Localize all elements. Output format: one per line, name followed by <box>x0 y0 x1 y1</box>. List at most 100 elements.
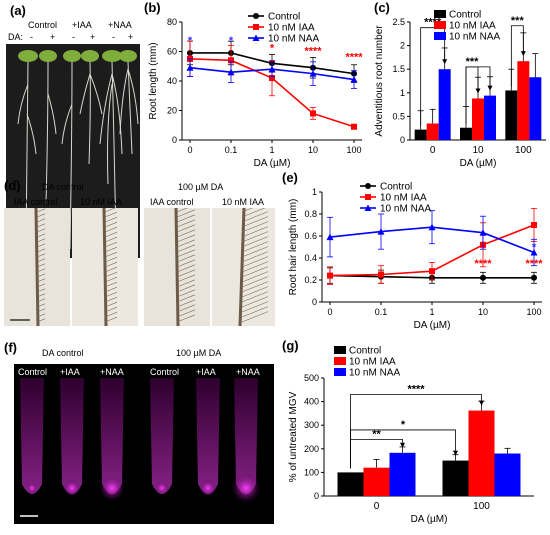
root-hair <box>176 219 196 228</box>
data-point <box>377 228 385 235</box>
significance-label: * <box>270 43 275 55</box>
data-point <box>429 268 435 275</box>
bar <box>426 123 439 140</box>
root-hair <box>176 269 196 278</box>
legend-label: 10 nM NAA <box>449 32 500 43</box>
root-hair <box>36 223 46 228</box>
root-hair <box>176 289 196 298</box>
bracket-arrow <box>442 59 448 65</box>
legend-swatch <box>434 10 446 18</box>
root-hair <box>176 314 196 323</box>
x-axis-label: DA (µM) <box>411 514 448 525</box>
root-hair <box>176 224 196 233</box>
root-hair <box>176 304 196 313</box>
x-tick-label: 0.1 <box>225 145 238 155</box>
root-hair <box>241 241 269 253</box>
significance-label: **** <box>304 45 322 57</box>
x-tick-label: 1 <box>269 145 274 155</box>
y-axis-label: Root hair length (mm) <box>288 199 299 296</box>
root-hair-photos <box>4 208 275 326</box>
y-tick-label: 400 <box>304 397 319 407</box>
root-hair <box>36 253 46 258</box>
root-hair <box>104 301 118 308</box>
root-hair <box>36 218 46 223</box>
root-hair <box>176 244 196 253</box>
panel-d: (d) DA control 100 µM DA IAA control 10 … <box>0 178 275 328</box>
legend-marker <box>365 183 371 189</box>
root-hair <box>36 283 46 288</box>
x-tick-label: 10 <box>478 307 488 317</box>
root-hair <box>104 236 118 243</box>
bar <box>414 129 427 140</box>
da-label: DA: <box>8 32 24 42</box>
data-point <box>378 271 384 278</box>
bar <box>505 90 518 140</box>
root-hair <box>104 246 118 253</box>
legend-swatch <box>334 346 346 354</box>
x-tick-label: 100 <box>346 145 361 155</box>
data-point <box>327 272 333 279</box>
root-hair <box>176 254 196 263</box>
significance-bracket <box>465 66 491 124</box>
sub-label: IAA control <box>150 197 194 207</box>
significance-label: * <box>401 419 406 431</box>
legend-swatch <box>434 21 446 29</box>
data-point <box>269 75 275 82</box>
root-hair <box>104 216 118 223</box>
sign-minus: - <box>72 32 75 42</box>
legend-marker <box>252 34 260 41</box>
panel-label-c: (c) <box>374 0 390 15</box>
significance-label: * <box>532 241 537 253</box>
significance-label: * <box>188 35 193 47</box>
sub-label: +IAA <box>60 367 80 377</box>
y-tick-label: 500 <box>304 373 319 383</box>
significance-label: *** <box>466 56 480 68</box>
x-tick-label: 0 <box>327 307 332 317</box>
sub-label: +NAA <box>100 367 124 377</box>
bar <box>438 69 451 140</box>
sub-label: +NAA <box>236 367 260 377</box>
y-tick-label: 0 <box>400 135 405 145</box>
sign-plus: + <box>50 32 56 42</box>
y-axis-label: Root length (mm) <box>148 42 159 119</box>
data-point <box>350 76 358 83</box>
root-hair <box>104 261 118 268</box>
data-point <box>479 229 487 236</box>
root-hair <box>241 236 269 248</box>
y-axis-label: Adventitious root number <box>374 25 385 137</box>
bar <box>494 453 521 496</box>
root-hair <box>104 231 118 238</box>
y-tick-label: 1 <box>400 88 405 98</box>
significance-bracket <box>510 25 524 87</box>
group-label-naa: +NAA <box>108 20 132 30</box>
root-hair <box>241 266 269 278</box>
root-hair <box>241 256 269 268</box>
root-hair <box>241 306 269 318</box>
root-hair <box>36 243 46 248</box>
root-hair <box>104 291 118 298</box>
bar <box>529 77 542 140</box>
root-tip <box>234 378 258 494</box>
root-hair <box>36 303 46 308</box>
root-hair <box>36 258 46 263</box>
root-tip <box>196 378 220 494</box>
bar <box>389 452 416 496</box>
x-axis-label: DA (µM) <box>460 158 497 169</box>
x-tick-label: 100 <box>515 145 532 156</box>
y-tick-label: 1.5 <box>392 64 405 74</box>
y-tick-label: 40 <box>167 76 177 86</box>
panel-g: (g) 0 100 200 300 400 500 0 100 DA (µM) % of untre… <box>278 338 550 530</box>
y-tick-label: 0.4 <box>304 253 317 263</box>
root-hair <box>104 221 118 228</box>
root-hair <box>241 301 269 313</box>
root-hair <box>176 209 196 218</box>
root-hair <box>241 291 269 303</box>
root-hair <box>241 226 269 238</box>
bar <box>337 472 364 496</box>
x-tick-label: 0.1 <box>375 307 388 317</box>
root-hair <box>241 311 269 323</box>
root-hair <box>36 288 46 293</box>
root-hair <box>241 296 269 308</box>
root-hair <box>241 261 269 273</box>
data-point <box>531 222 537 228</box>
